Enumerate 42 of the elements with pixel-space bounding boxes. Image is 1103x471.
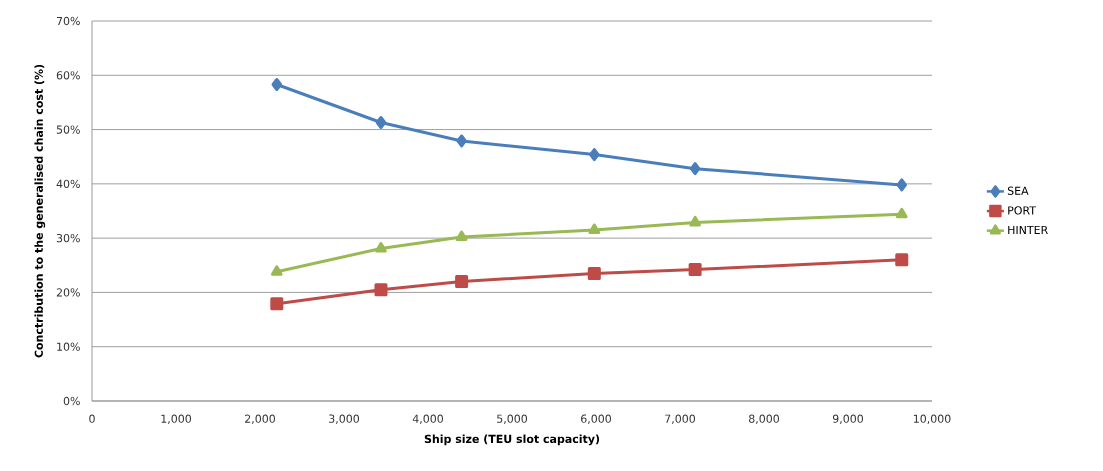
point xyxy=(589,148,600,162)
point xyxy=(896,178,908,192)
y-tick-label: 30% xyxy=(56,233,80,243)
point xyxy=(455,275,469,289)
legend-label: PORT xyxy=(1008,206,1037,215)
point xyxy=(375,241,387,253)
point xyxy=(689,215,701,227)
y-tick-label: 10% xyxy=(57,342,80,351)
x-tick-label: 8,000 xyxy=(749,414,779,424)
y-tick-label: 20% xyxy=(56,288,80,297)
point xyxy=(689,162,701,176)
x-axis-title: Ship size (TEU slot capacity) xyxy=(424,434,600,446)
point xyxy=(456,134,467,148)
point xyxy=(895,253,909,267)
y-tick-label: 40% xyxy=(56,179,80,189)
point xyxy=(588,223,601,234)
x-tick-label: 4,000 xyxy=(412,414,444,424)
x-tick-label: 7,000 xyxy=(665,414,695,424)
y-axis-title: Conctribution to the generalised chain cost (%) xyxy=(34,64,46,358)
x-tick-label: 3,000 xyxy=(329,414,360,424)
point xyxy=(270,265,283,276)
point xyxy=(895,207,908,219)
point xyxy=(688,263,702,277)
point xyxy=(455,230,468,242)
x-tick-label: 5,000 xyxy=(497,414,527,424)
point xyxy=(375,116,387,130)
y-tick-label: 70% xyxy=(56,16,80,26)
y-tick-label: 60% xyxy=(56,71,80,80)
y-tick-label: 50% xyxy=(56,125,80,134)
legend-label: HINTER xyxy=(1008,225,1048,234)
point xyxy=(270,297,284,311)
x-tick-label: 2,000 xyxy=(245,414,276,424)
x-tick-label: 10,000 xyxy=(913,414,951,424)
point xyxy=(271,78,283,92)
legend-label: SEA xyxy=(1007,186,1029,195)
x-tick-label: 0 xyxy=(89,414,95,423)
x-tick-label: 6,000 xyxy=(581,414,611,424)
y-tick-label: 0% xyxy=(63,396,80,406)
point xyxy=(587,266,601,280)
x-tick-label: 1,000 xyxy=(161,414,192,424)
x-tick-label: 9,000 xyxy=(832,414,863,424)
point xyxy=(374,283,388,297)
